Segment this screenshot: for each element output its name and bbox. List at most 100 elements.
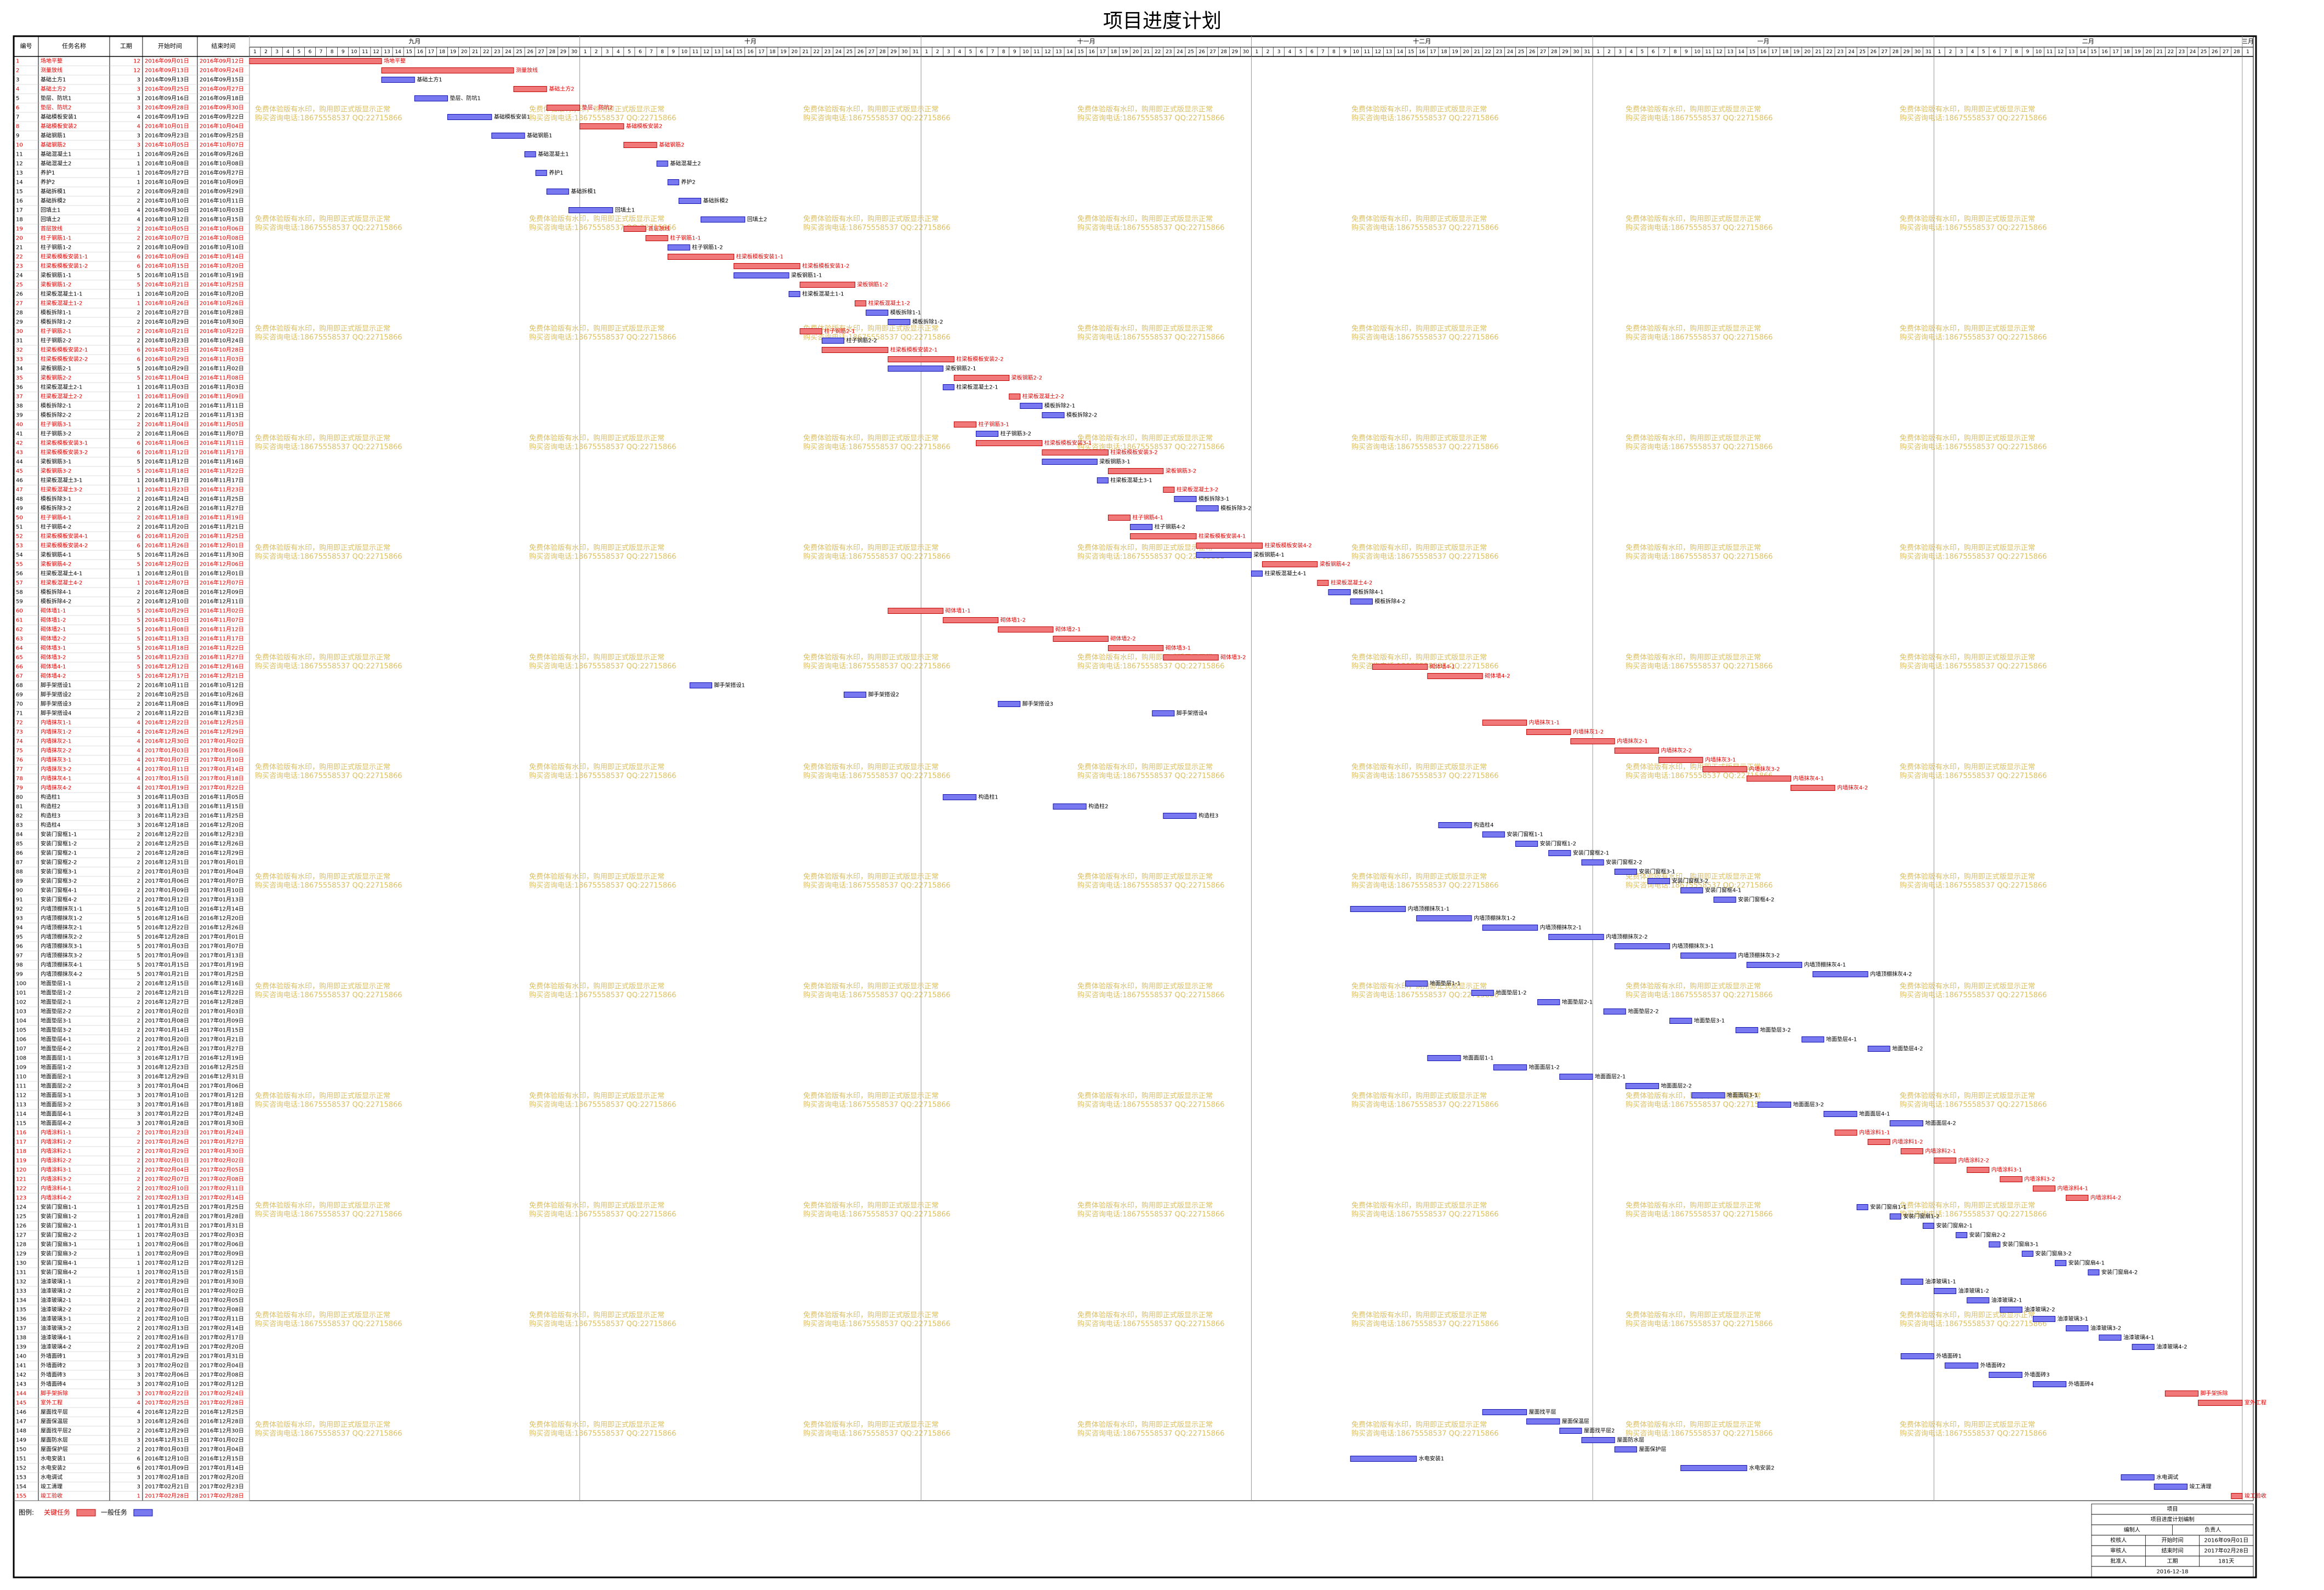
day-label: 23 (825, 49, 831, 55)
watermark: 免费体验版有水印，购用即正式版显示正常 (803, 324, 939, 333)
task-duration: 2 (137, 413, 140, 419)
bar-label: 砌体墙1-1 (945, 607, 970, 614)
day-label: 22 (1155, 49, 1161, 55)
watermark: 购买咨询电话:18675558537 QQ:22715866 (1900, 552, 2047, 561)
bar-label: 模板拆除2-2 (1066, 412, 1097, 419)
watermark: 免费体验版有水印，购用即正式版显示正常 (1626, 982, 1761, 991)
task-duration: 2 (137, 1139, 140, 1146)
bar-label: 砌体墙4-2 (1485, 673, 1510, 680)
task-id: 144 (16, 1391, 26, 1397)
task-start: 2017年02月15日 (145, 1269, 189, 1276)
task-end: 2016年11月22日 (200, 468, 244, 475)
task-end: 2016年11月30日 (200, 551, 244, 559)
watermark: 购买咨询电话:18675558537 QQ:22715866 (1077, 443, 1225, 452)
task-id: 90 (16, 888, 23, 894)
task-duration: 2 (137, 990, 140, 996)
watermark: 免费体验版有水印，购用即正式版显示正常 (1077, 544, 1213, 552)
task-start: 2017年01月10日 (145, 1092, 189, 1099)
bar-label: 地面垫层4-2 (1892, 1045, 1923, 1052)
task-duration: 2 (137, 1335, 140, 1341)
task-bar (1823, 1111, 1857, 1117)
task-bar (689, 682, 712, 688)
watermark: 购买咨询电话:18675558537 QQ:22715866 (255, 1320, 402, 1329)
task-duration: 2 (137, 860, 140, 866)
task-end: 2016年12月15日 (200, 1455, 244, 1462)
bar-label: 内墙顶棚抹灰1-2 (1474, 915, 1515, 922)
legend-title: 图例: (19, 1509, 34, 1517)
task-bar (1350, 906, 1406, 912)
task-end: 2016年11月07日 (200, 617, 244, 624)
task-name: 梁板钢筋3-2 (41, 468, 71, 475)
task-name: 梁板钢筋1-1 (41, 272, 71, 279)
day-label: 1 (584, 49, 587, 55)
task-bar (414, 95, 448, 101)
task-id: 82 (16, 813, 23, 819)
task-end: 2016年10月24日 (200, 337, 244, 344)
day-label: 2 (1607, 49, 1611, 55)
task-id: 49 (16, 506, 23, 512)
day-label: 22 (2168, 49, 2174, 55)
info-text: 编制人 (2124, 1526, 2140, 1534)
task-bar (942, 617, 999, 623)
task-end: 2016年11月02日 (200, 607, 244, 614)
task-end: 2017年02月14日 (200, 1194, 244, 1201)
task-start: 2017年02月02日 (145, 1362, 189, 1369)
day-label: 12 (1716, 49, 1722, 55)
bar-label: 基础土方1 (417, 76, 442, 83)
task-start: 2016年12月30日 (145, 738, 189, 745)
task-name: 内墙涂料2-1 (41, 1148, 71, 1155)
task-duration: 5 (137, 469, 140, 475)
task-id: 96 (16, 944, 23, 950)
bar-label: 测量放线 (516, 67, 538, 74)
bar-label: 养护1 (549, 169, 563, 176)
bar-label: 柱子钢筋3-2 (1001, 430, 1031, 437)
watermark: 免费体验版有水印，购用即正式版显示正常 (803, 982, 939, 991)
task-bar (1482, 831, 1505, 837)
watermark: 购买咨询电话:18675558537 QQ:22715866 (1900, 1210, 2047, 1219)
day-label: 18 (1111, 49, 1117, 55)
day-label: 22 (1485, 49, 1491, 55)
task-name: 地面垫层3-1 (41, 1017, 71, 1024)
watermark: 购买咨询电话:18675558537 QQ:22715866 (1077, 333, 1225, 342)
task-name: 内墙顶棚抹灰4-2 (41, 971, 82, 978)
watermark: 购买咨询电话:18675558537 QQ:22715866 (1351, 333, 1499, 342)
task-id: 135 (16, 1307, 26, 1313)
day-label: 10 (1694, 49, 1701, 55)
task-end: 2017年01月24日 (200, 1110, 244, 1118)
day-label: 8 (2015, 49, 2018, 55)
bar-label: 砌体墙2-2 (1110, 635, 1135, 642)
day-label: 3 (947, 49, 950, 55)
watermark: 免费体验版有水印，购用即正式版显示正常 (803, 434, 939, 443)
task-end: 2017年02月03日 (200, 1232, 244, 1239)
day-label: 7 (1321, 49, 1325, 55)
watermark: 购买咨询电话:18675558537 QQ:22715866 (529, 443, 677, 452)
task-name: 柱子钢筋1-1 (41, 235, 71, 242)
task-end: 2016年11月09日 (200, 393, 244, 400)
task-bar (998, 701, 1021, 707)
task-bar (1945, 1363, 1979, 1369)
task-end: 2016年12月22日 (200, 989, 244, 996)
bar-label: 砌体墙1-2 (1001, 617, 1026, 624)
task-id: 98 (16, 962, 23, 968)
watermark: 购买咨询电话:18675558537 QQ:22715866 (1626, 772, 1773, 780)
task-end: 2016年12月06日 (200, 561, 244, 568)
task-bar (1163, 813, 1197, 819)
task-start: 2017年01月11日 (145, 766, 189, 773)
task-end: 2016年12月29日 (200, 850, 244, 857)
task-name: 外墙面砖4 (41, 1381, 66, 1388)
info-text: 校核人 (2110, 1537, 2127, 1544)
task-end: 2017年01月27日 (200, 1045, 244, 1052)
task-end: 2016年10月30日 (200, 318, 244, 326)
task-bar (546, 189, 569, 195)
bar-label: 柱梁板模板安装1-1 (736, 253, 783, 260)
watermark: 免费体验版有水印，购用即正式版显示正常 (1900, 434, 2035, 443)
task-bar (866, 310, 889, 316)
task-bar (1196, 505, 1219, 511)
month-label: 十二月 (1413, 37, 1431, 45)
day-label: 6 (639, 49, 642, 55)
task-end: 2016年12月20日 (200, 822, 244, 829)
bar-label: 脚手架拆除 (2201, 1390, 2228, 1397)
task-end: 2017年02月05日 (200, 1166, 244, 1173)
day-label: 16 (417, 49, 424, 55)
task-start: 2016年10月27日 (145, 309, 189, 316)
